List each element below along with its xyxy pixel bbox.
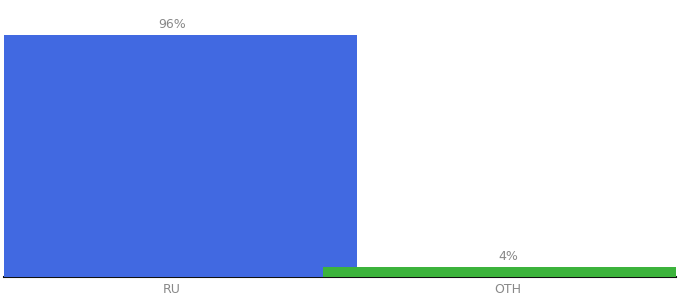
Text: 4%: 4%: [498, 250, 518, 263]
Bar: [0, 34, 357, 277]
Text: 96%: 96%: [158, 18, 186, 31]
Bar: [323, 267, 680, 277]
